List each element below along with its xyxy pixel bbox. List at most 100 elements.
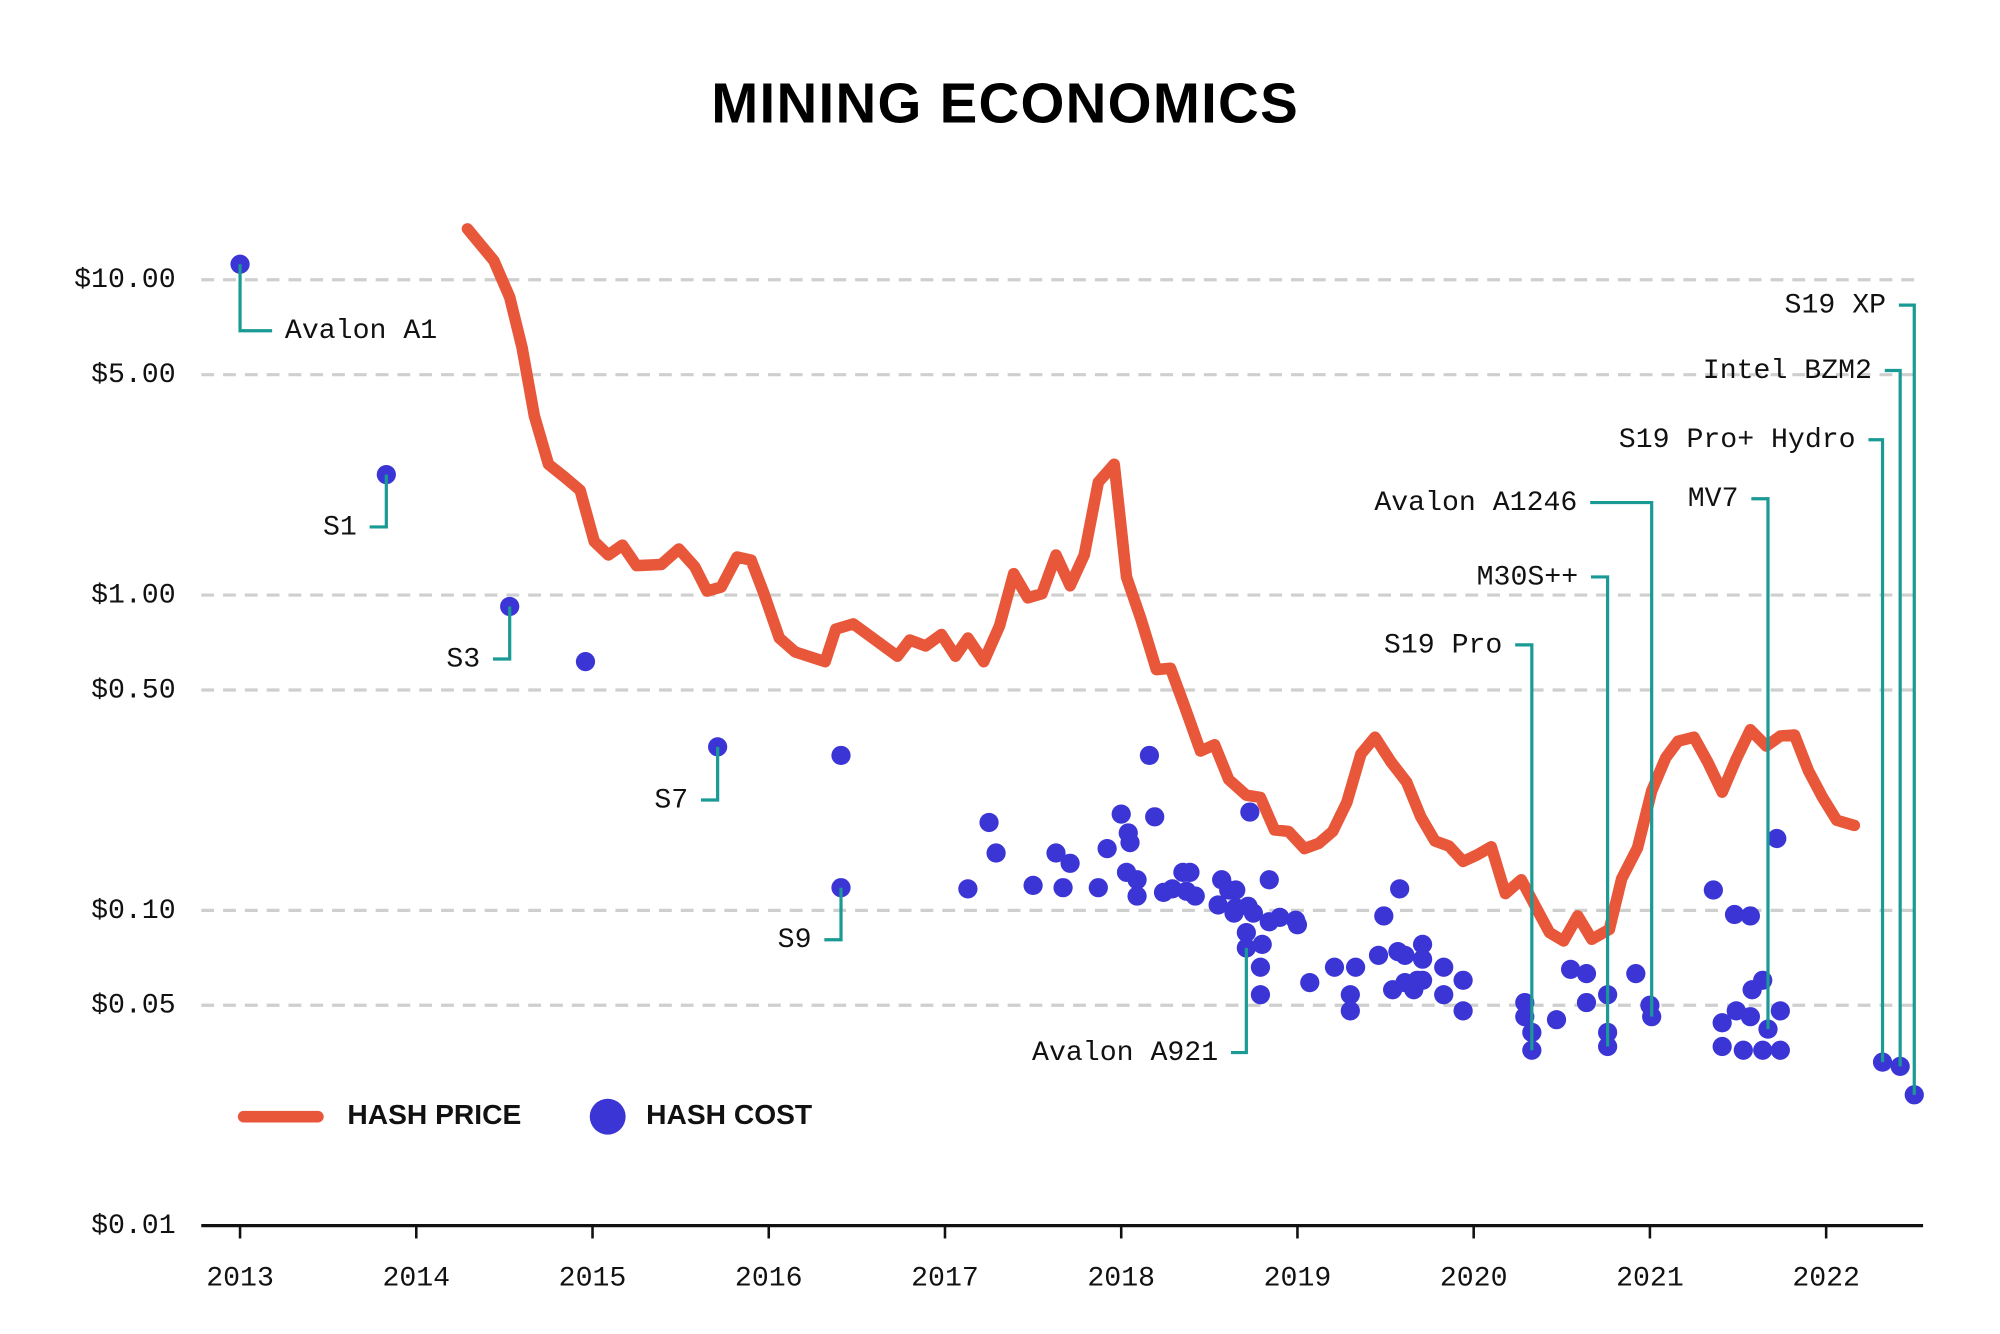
hash-cost-dot bbox=[1340, 985, 1360, 1005]
hash-cost-dot bbox=[1453, 970, 1473, 990]
y-tick-label: $5.00 bbox=[91, 360, 176, 391]
hash-cost-dot bbox=[1287, 915, 1308, 935]
hash-cost-dot bbox=[1226, 880, 1246, 900]
annotation-leader bbox=[493, 606, 512, 661]
annotation-leader bbox=[700, 746, 720, 802]
x-tick-label: 2016 bbox=[735, 1264, 803, 1295]
y-tick-label: $1.00 bbox=[91, 581, 176, 612]
x-tick-label: 2014 bbox=[382, 1264, 450, 1295]
annotation-label: Intel BZM2 bbox=[1703, 356, 1872, 387]
annotation-leader bbox=[238, 264, 273, 333]
x-tick-label: 2022 bbox=[1792, 1264, 1860, 1295]
hash-cost-dot bbox=[1111, 804, 1131, 824]
y-tick-label: $0.01 bbox=[91, 1211, 176, 1242]
hash-cost-dot bbox=[1060, 853, 1080, 873]
annotation-label: S7 bbox=[654, 785, 688, 816]
annotation-label: Avalon A1 bbox=[285, 316, 437, 347]
annotation-leader bbox=[369, 474, 388, 529]
y-tick-label: $0.50 bbox=[91, 675, 176, 706]
hash-cost-dot bbox=[1546, 1010, 1567, 1030]
hash-price-line bbox=[461, 223, 1861, 947]
hash-cost-dot bbox=[958, 879, 978, 899]
annotation-label: MV7 bbox=[1688, 484, 1739, 515]
hash-cost-dot bbox=[1434, 985, 1454, 1005]
hash-cost-dot bbox=[575, 652, 596, 672]
y-tick-label: $0.10 bbox=[91, 896, 176, 927]
annotation-leader bbox=[1590, 500, 1654, 1017]
hash-cost-dot bbox=[1252, 934, 1272, 954]
hash-cost-dot bbox=[831, 745, 851, 766]
hash-cost-dot bbox=[1259, 870, 1279, 890]
annotation-label: S3 bbox=[446, 644, 480, 675]
hash-cost-dot bbox=[1139, 745, 1160, 766]
hash-cost-dot bbox=[1270, 907, 1290, 927]
hash-cost-dot bbox=[1740, 906, 1760, 926]
annotation-label: M30S++ bbox=[1477, 562, 1579, 593]
x-tick-label: 2021 bbox=[1616, 1264, 1684, 1295]
annotation-label: Avalon A921 bbox=[1032, 1038, 1218, 1069]
annotation-leader bbox=[1751, 497, 1770, 1030]
hash-cost-dot bbox=[1576, 992, 1597, 1013]
annotation-label: S1 bbox=[323, 512, 357, 543]
hash-cost-dot bbox=[1023, 875, 1043, 896]
hash-cost-dot bbox=[1733, 1040, 1753, 1060]
hash-cost-dot bbox=[1515, 1007, 1535, 1027]
y-tick-label: $0.05 bbox=[91, 991, 176, 1022]
hash-cost-dot bbox=[1390, 879, 1410, 899]
hash-cost-dot bbox=[1145, 807, 1165, 827]
hash-cost-dot bbox=[1770, 1040, 1790, 1060]
x-tick-label: 2019 bbox=[1264, 1264, 1332, 1295]
x-tick-label: 2020 bbox=[1440, 1264, 1508, 1295]
hash-cost-dot bbox=[1088, 878, 1108, 898]
hash-cost-dot bbox=[1395, 945, 1415, 965]
legend-label: HASH COST bbox=[646, 1098, 812, 1130]
annotation-label: S19 XP bbox=[1785, 291, 1887, 322]
hash-cost-dot bbox=[1208, 895, 1228, 915]
hash-cost-dot bbox=[1522, 1040, 1542, 1060]
hash-cost-dot bbox=[986, 843, 1006, 863]
annotation-label: S19 Pro+ Hydro bbox=[1619, 425, 1856, 456]
hash-cost-dot bbox=[1250, 957, 1271, 977]
hash-cost-dot bbox=[1560, 959, 1581, 979]
annotation-label: Avalon A1246 bbox=[1374, 488, 1577, 519]
hash-cost-dot bbox=[1576, 964, 1597, 984]
hash-cost-dot bbox=[1250, 985, 1271, 1005]
annotation-leader bbox=[1868, 438, 1885, 1063]
hash-cost-dot bbox=[1120, 832, 1140, 853]
annotation-leader bbox=[1898, 303, 1916, 1095]
hash-cost-dot bbox=[1740, 1007, 1760, 1027]
hash-cost-dot bbox=[1412, 970, 1433, 990]
hash-cost-dot bbox=[1127, 886, 1147, 906]
hash-cost-dot bbox=[1243, 903, 1264, 923]
annotation-leader bbox=[1884, 368, 1902, 1067]
hash-cost-dot bbox=[1412, 934, 1433, 954]
hash-cost-dot bbox=[1767, 828, 1787, 849]
x-tick-label: 2015 bbox=[559, 1264, 627, 1295]
annotation-leader bbox=[1230, 947, 1248, 1055]
hash-cost-dot bbox=[1240, 802, 1260, 822]
annotation-leader bbox=[1590, 575, 1610, 1047]
annotation-label: S19 Pro bbox=[1384, 630, 1502, 661]
hash-cost-dot bbox=[1340, 1001, 1360, 1021]
hash-cost-dot bbox=[1515, 992, 1535, 1013]
x-tick-label: 2018 bbox=[1087, 1264, 1155, 1295]
hash-cost-dot bbox=[1770, 1001, 1790, 1021]
x-tick-label: 2017 bbox=[911, 1264, 979, 1295]
hash-cost-dot bbox=[1434, 957, 1454, 977]
annotation-leader bbox=[1515, 643, 1534, 1051]
hash-cost-dot bbox=[1712, 1036, 1732, 1057]
y-tick-label: $10.00 bbox=[74, 265, 176, 296]
hash-cost-dot bbox=[1374, 906, 1394, 926]
chart-title: MINING ECONOMICS bbox=[711, 72, 1299, 135]
hash-cost-dot bbox=[1453, 1001, 1473, 1021]
hash-cost-dot bbox=[1345, 957, 1366, 977]
hash-cost-dot bbox=[1712, 1013, 1732, 1033]
hash-cost-dot bbox=[1236, 922, 1256, 943]
hash-cost-dot bbox=[1097, 838, 1117, 859]
hash-cost-dot bbox=[1753, 1040, 1773, 1060]
hash-cost-dot bbox=[1185, 886, 1205, 906]
hash-cost-dot bbox=[1412, 949, 1433, 969]
hash-cost-dot bbox=[1626, 964, 1646, 984]
